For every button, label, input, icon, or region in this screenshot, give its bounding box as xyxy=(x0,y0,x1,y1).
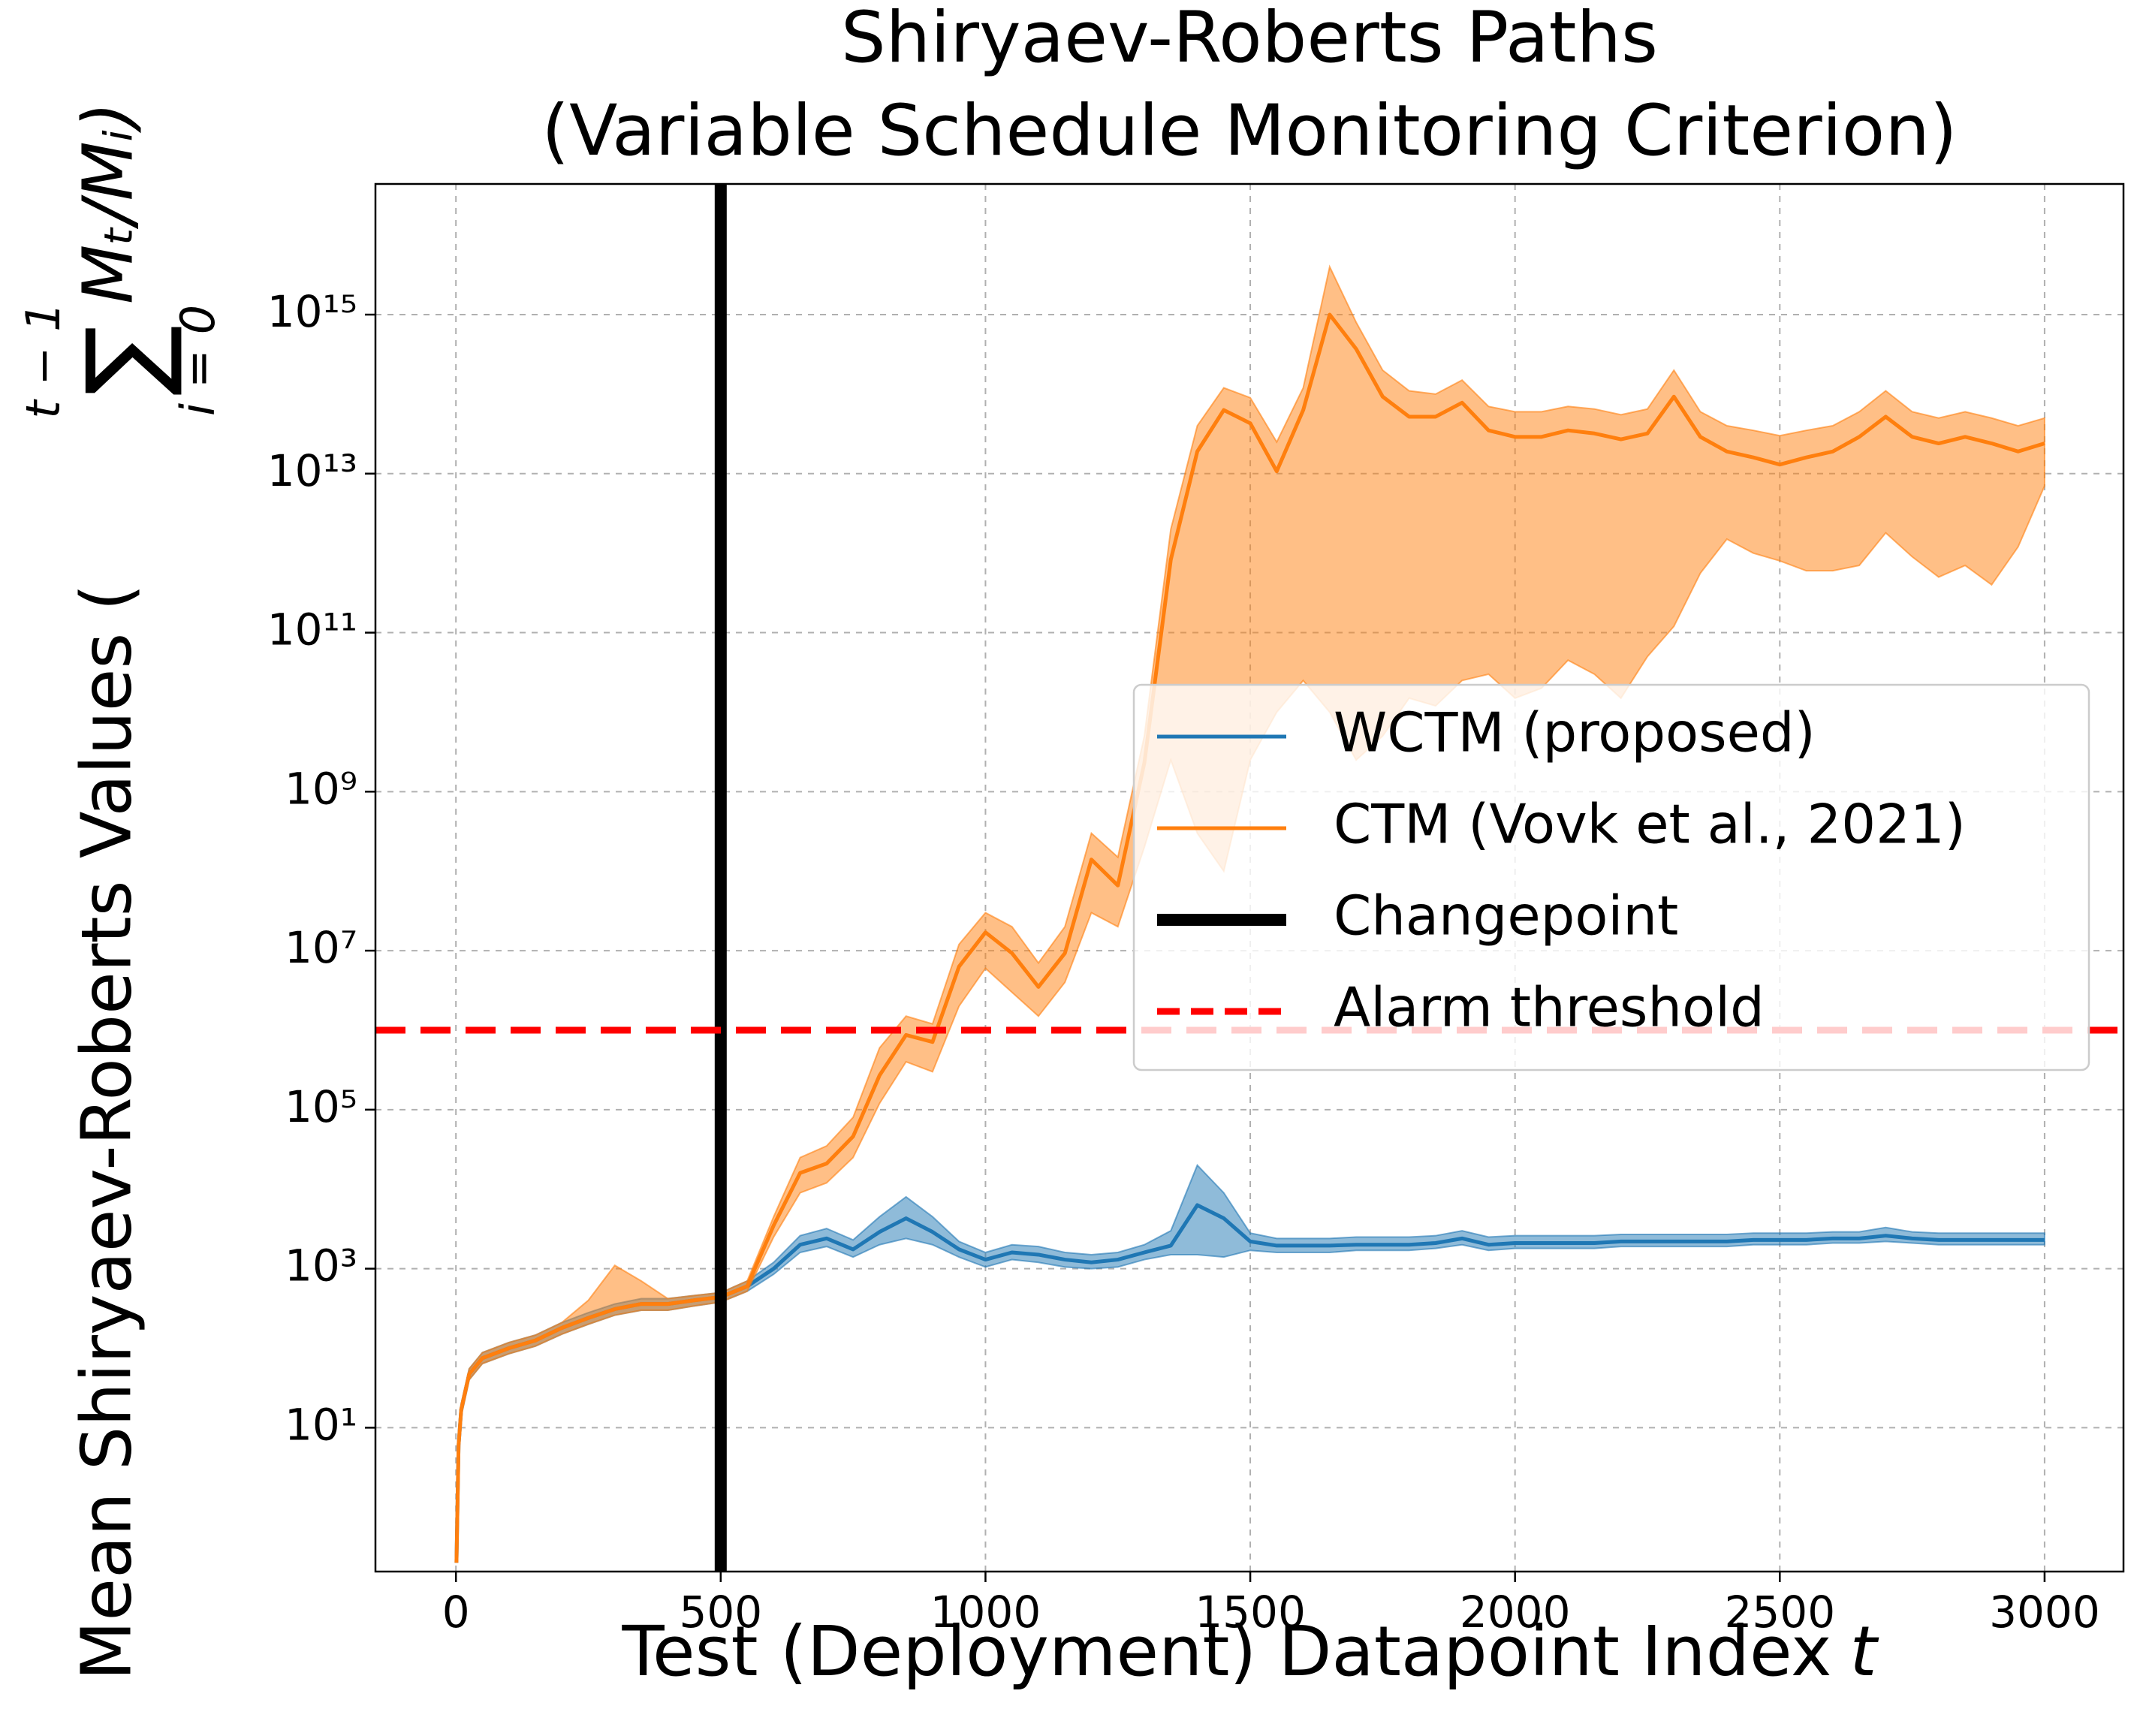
x-tick-label: 3000 xyxy=(1989,1587,2100,1638)
x-tick-label: 2000 xyxy=(1460,1587,1571,1638)
ticks: 0 500 1000 1500 2000 2500 3000 10¹ 10³ 10⁵ 10⁷ 10⁹ 1… xyxy=(267,286,2100,1638)
x-tick-label: 2500 xyxy=(1724,1587,1835,1638)
y-tick-label: 10¹³ xyxy=(267,445,357,496)
y-tick-label: 10⁹ xyxy=(285,763,357,814)
y-tick-label: 10¹¹ xyxy=(267,604,357,656)
legend-label: WCTM (proposed) xyxy=(1334,701,1816,764)
y-tick-label: 10³ xyxy=(285,1240,357,1291)
y-label-term: Mₜ/Mᵢ) xyxy=(68,102,148,304)
legend-label: Changepoint xyxy=(1334,885,1678,948)
chart-subtitle: (Variable Schedule Monitoring Criterion) xyxy=(541,90,1957,172)
y-tick-label: 10⁷ xyxy=(285,922,357,973)
y-label-sum-upper: t − 1 xyxy=(16,302,71,418)
y-tick-label: 10¹ xyxy=(285,1399,357,1450)
x-tick-label: 1000 xyxy=(930,1587,1041,1638)
series-band xyxy=(455,264,2045,1563)
x-axis-label: Test (Deployment) Datapoint Index t xyxy=(621,1611,1879,1692)
y-tick-label: 10⁵ xyxy=(285,1081,357,1132)
y-axis-label: Mean Shiryaev-Roberts Values ( ∑ t − 1 i… xyxy=(16,102,225,1680)
x-label-text: Test (Deployment) Datapoint Index xyxy=(621,1611,1831,1692)
y-tick-label: 10¹⁵ xyxy=(267,286,357,337)
plot-area xyxy=(375,184,2123,1572)
series-line xyxy=(454,312,2045,1563)
chart-title: Shiryaev-Roberts Paths xyxy=(841,0,1658,79)
x-tick-label: 1500 xyxy=(1195,1587,1306,1638)
legend: WCTM (proposed) CTM (Vovk et al., 2021) Ch… xyxy=(1132,683,2090,1071)
y-label-sum: ∑ xyxy=(65,325,187,396)
y-label-sum-lower: i = 0 xyxy=(170,305,225,416)
x-tick-label: 0 xyxy=(442,1587,470,1638)
y-label-text: Mean Shiryaev-Roberts Values ( xyxy=(66,584,146,1680)
legend-label: Alarm threshold xyxy=(1334,976,1765,1039)
x-label-var: t xyxy=(1849,1611,1879,1692)
x-tick-label: 500 xyxy=(679,1587,762,1638)
legend-box xyxy=(1132,683,2090,1071)
legend-label: CTM (Vovk et al., 2021) xyxy=(1334,793,1966,856)
